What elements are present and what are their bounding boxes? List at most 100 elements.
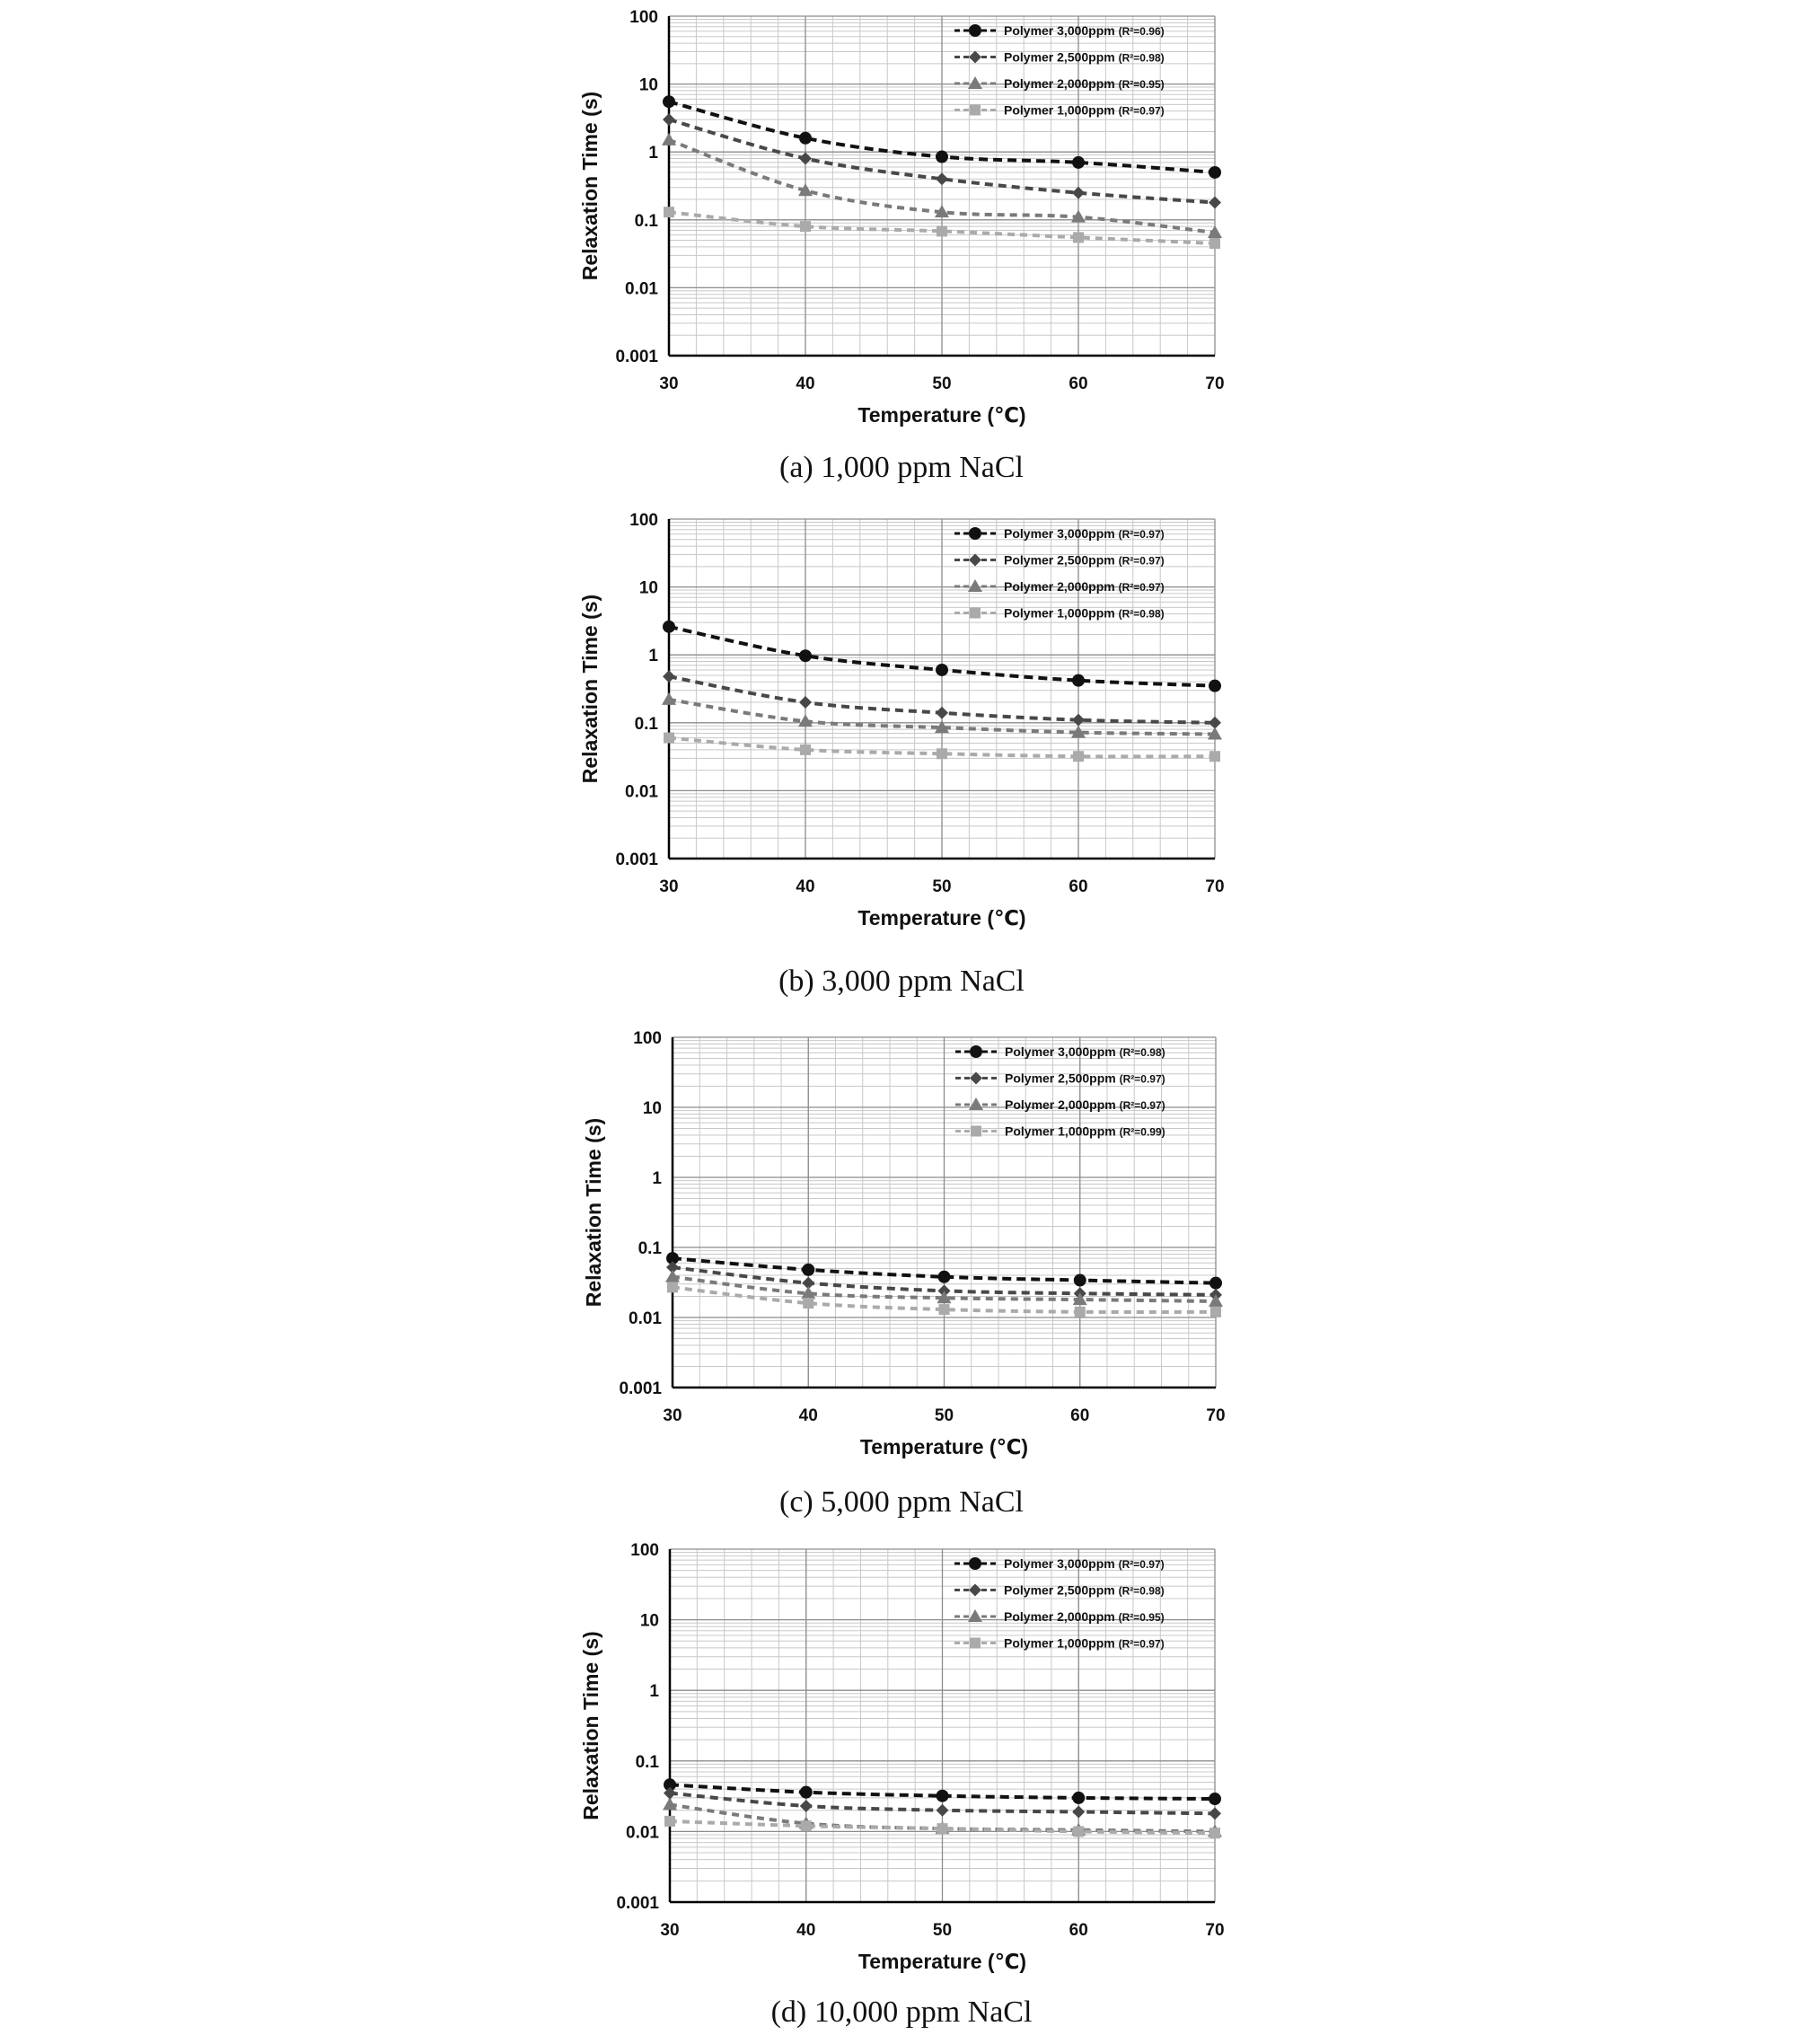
chart-d-y-tick-label: 1 bbox=[649, 1682, 659, 1701]
chart-d-series-4 bbox=[664, 1815, 1220, 1839]
legend-marker bbox=[969, 553, 981, 567]
legend-marker bbox=[969, 527, 981, 540]
legend-label: Polymer 2,000ppm (R²=0.97) bbox=[1004, 579, 1165, 594]
chart-d-series-4-point bbox=[1073, 1826, 1085, 1837]
chart-d-grid bbox=[669, 1548, 1216, 1903]
chart-a-series-1-point bbox=[799, 131, 812, 145]
chart-a-series-3-point bbox=[1208, 225, 1222, 238]
chart-c-x-axis-label: Temperature (℃) bbox=[860, 1435, 1028, 1458]
chart-b-series-1-point bbox=[663, 620, 675, 633]
chart-d-series-3-point bbox=[663, 1797, 677, 1811]
chart-c-series-4-point bbox=[1074, 1306, 1086, 1317]
chart-a-series-4-point bbox=[664, 207, 674, 218]
chart-d-x-tick-label: 30 bbox=[660, 1921, 679, 1940]
chart-b-series-4-point bbox=[800, 744, 811, 755]
legend-marker bbox=[969, 1583, 981, 1597]
chart-c-series-1 bbox=[666, 1252, 1222, 1290]
legend-label: Polymer 3,000ppm (R²=0.98) bbox=[1005, 1044, 1165, 1059]
chart-a-y-tick-label: 10 bbox=[639, 76, 658, 95]
chart-d-x-tick-label: 70 bbox=[1205, 1921, 1224, 1940]
chart-d-legend: Polymer 3,000ppm (R²=0.97) Polymer 2,500p… bbox=[954, 1556, 1165, 1651]
chart-d-caption: (d) 10,000 ppm NaCl bbox=[770, 1996, 1033, 2029]
chart-a-series-1 bbox=[663, 95, 1221, 179]
chart-a-series-1-point bbox=[936, 150, 948, 163]
chart-c-series-4-point bbox=[803, 1298, 814, 1309]
chart-c-y-tick-label: 1 bbox=[652, 1169, 662, 1188]
chart-c-y-axis-label: Relaxation Time (s) bbox=[582, 1118, 605, 1307]
chart-a-series-2-point bbox=[1072, 186, 1085, 199]
chart-b-x-tick-label: 30 bbox=[659, 877, 678, 896]
chart-c-series-3-point bbox=[1209, 1294, 1223, 1308]
legend-marker bbox=[969, 50, 981, 64]
chart-b-legend: Polymer 3,000ppm (R²=0.97) Polymer 2,500p… bbox=[954, 526, 1165, 621]
legend-item: Polymer 3,000ppm (R²=0.96) bbox=[954, 23, 1165, 38]
legend-label: Polymer 1,000ppm (R²=0.97) bbox=[1004, 103, 1165, 118]
chart-a-grid bbox=[668, 15, 1216, 357]
legend-label: Polymer 2,500ppm (R²=0.98) bbox=[1004, 50, 1165, 65]
legend-item: Polymer 1,000ppm (R²=0.97) bbox=[954, 1636, 1165, 1651]
legend-label: Polymer 1,000ppm (R²=0.99) bbox=[1005, 1124, 1165, 1139]
chart-b-series-2 bbox=[663, 670, 1221, 729]
chart-b-series-2-point bbox=[663, 670, 675, 683]
chart-d-series-2-point bbox=[799, 1799, 813, 1812]
chart-c-x-tick-label: 30 bbox=[663, 1406, 682, 1425]
chart-c-series-1-line bbox=[672, 1256, 1217, 1285]
legend-item: Polymer 2,500ppm (R²=0.98) bbox=[954, 1583, 1165, 1598]
chart-c-series-4 bbox=[667, 1282, 1221, 1317]
legend-marker bbox=[971, 1125, 981, 1137]
legend-item: Polymer 2,000ppm (R²=0.95) bbox=[954, 1609, 1165, 1624]
chart-b-series-2-point bbox=[1209, 716, 1221, 729]
legend-label: Polymer 2,000ppm (R²=0.97) bbox=[1005, 1097, 1165, 1112]
chart-a-y-tick-label: 1 bbox=[648, 144, 658, 163]
legend-marker bbox=[969, 24, 981, 37]
legend-label: Polymer 3,000ppm (R²=0.96) bbox=[1004, 23, 1165, 38]
chart-c-y-tick-label: 100 bbox=[633, 1029, 662, 1048]
chart-a-series-2 bbox=[663, 113, 1221, 209]
chart-d-y-tick-label: 0.001 bbox=[616, 1894, 659, 1913]
chart-b-series-4-point bbox=[937, 748, 947, 760]
chart-c-y-tick-label: 10 bbox=[643, 1099, 662, 1118]
chart-d-y-tick-label: 10 bbox=[640, 1612, 659, 1631]
legend-marker bbox=[968, 76, 982, 89]
chart-b-series-4-line bbox=[668, 736, 1216, 759]
chart-a-legend: Polymer 3,000ppm (R²=0.96) Polymer 2,500p… bbox=[954, 23, 1165, 118]
chart-a-plot: 0.001 0.01 0.1 1 10 100 30 40 50 60 70 Temperature … bbox=[578, 8, 1225, 427]
chart-a-series-4-point bbox=[800, 221, 811, 233]
chart-d-x-tick-label: 50 bbox=[933, 1921, 952, 1940]
chart-b-series-1-point bbox=[936, 663, 948, 676]
chart-c-series-3-point bbox=[937, 1291, 952, 1304]
chart-a-series-3-point bbox=[798, 183, 813, 197]
legend-marker bbox=[970, 607, 981, 619]
chart-d-series-4-point bbox=[800, 1820, 812, 1832]
chart-c-series-2-point bbox=[802, 1276, 815, 1290]
chart-c-legend: Polymer 3,000ppm (R²=0.98) Polymer 2,500p… bbox=[955, 1044, 1165, 1139]
chart-b-y-tick-label: 0.01 bbox=[625, 782, 658, 801]
legend-item: Polymer 2,500ppm (R²=0.97) bbox=[955, 1071, 1165, 1086]
chart-c-series-3-point bbox=[665, 1269, 680, 1282]
chart-b-series-4-point bbox=[664, 732, 674, 744]
chart-b-plot: 0.001 0.01 0.1 1 10 100 30 40 50 60 70 Temperature … bbox=[578, 511, 1225, 929]
chart-b-series-1 bbox=[663, 620, 1221, 692]
chart-panel-c: 0.001 0.01 0.1 1 10 100 30 40 50 60 70 Temperature … bbox=[0, 1015, 1803, 1527]
chart-d-series-1 bbox=[664, 1778, 1221, 1806]
chart-b-series-1-point bbox=[1209, 679, 1221, 692]
chart-b-series-1-point bbox=[799, 649, 812, 663]
chart-b-y-axis-label: Relaxation Time (s) bbox=[578, 595, 602, 783]
chart-d-series-4-point bbox=[1209, 1828, 1220, 1839]
chart-a-series-3-point bbox=[1071, 209, 1086, 223]
chart-a-series-4-line bbox=[668, 210, 1216, 246]
chart-b-x-tick-label: 60 bbox=[1069, 877, 1087, 896]
chart-a-y-tick-label: 0.01 bbox=[625, 279, 658, 298]
legend-label: Polymer 2,500ppm (R²=0.97) bbox=[1005, 1071, 1165, 1086]
chart-a-x-tick-label: 30 bbox=[659, 374, 678, 393]
chart-c-series-3-line bbox=[672, 1274, 1217, 1304]
chart-c-series-3 bbox=[665, 1269, 1223, 1308]
chart-a-x-tick-label: 70 bbox=[1205, 374, 1224, 393]
chart-c-series-1-point bbox=[802, 1263, 815, 1276]
chart-c-series-2-point bbox=[666, 1261, 679, 1274]
chart-d-y-tick-label: 100 bbox=[630, 1541, 659, 1560]
chart-b-y-tick-label: 1 bbox=[648, 647, 658, 665]
chart-c-y-tick-label: 0.001 bbox=[619, 1379, 662, 1398]
chart-a-x-axis-label: Temperature (℃) bbox=[858, 403, 1025, 427]
chart-d-series-4-line bbox=[669, 1819, 1216, 1836]
